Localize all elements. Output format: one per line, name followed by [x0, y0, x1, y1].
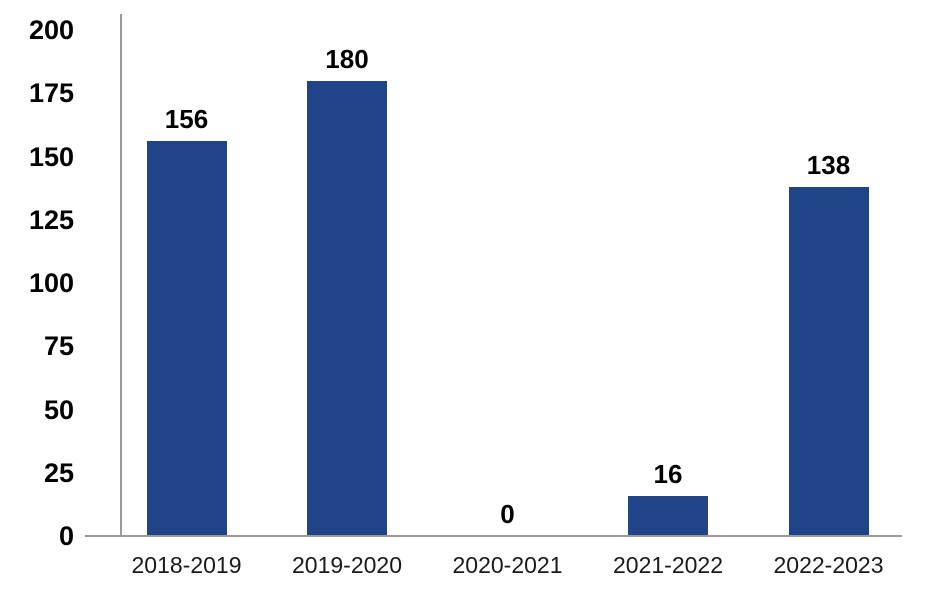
y-tick-label: 25 — [43, 457, 74, 488]
x-category-label: 2021-2022 — [613, 552, 723, 578]
bar — [788, 186, 869, 535]
bar — [307, 80, 387, 535]
y-tick-label: 175 — [28, 78, 74, 109]
bar-value-label: 180 — [325, 43, 369, 74]
y-tick-label: 0 — [58, 521, 74, 551]
x-category-label: 2018-2019 — [131, 552, 242, 578]
y-tick-label: 75 — [43, 331, 74, 362]
bar — [628, 495, 708, 535]
y-tick-label: 200 — [28, 15, 74, 45]
y-tick-label: 150 — [28, 141, 74, 172]
bar-value-label: 138 — [806, 149, 851, 180]
y-tick-label: 125 — [28, 204, 74, 235]
x-category-label: 2022-2023 — [773, 552, 884, 578]
x-category-label: 2020-2021 — [452, 552, 563, 578]
y-tick-label: 100 — [28, 268, 74, 298]
bar-value-label: 0 — [500, 499, 515, 529]
y-axis-line — [120, 14, 122, 536]
bar — [146, 141, 227, 535]
x-category-label: 2019-2020 — [292, 552, 402, 578]
bar-value-label: 16 — [653, 458, 683, 489]
bar-value-label: 156 — [164, 104, 209, 135]
x-axis-line — [85, 535, 902, 537]
y-tick-label: 50 — [43, 394, 74, 425]
